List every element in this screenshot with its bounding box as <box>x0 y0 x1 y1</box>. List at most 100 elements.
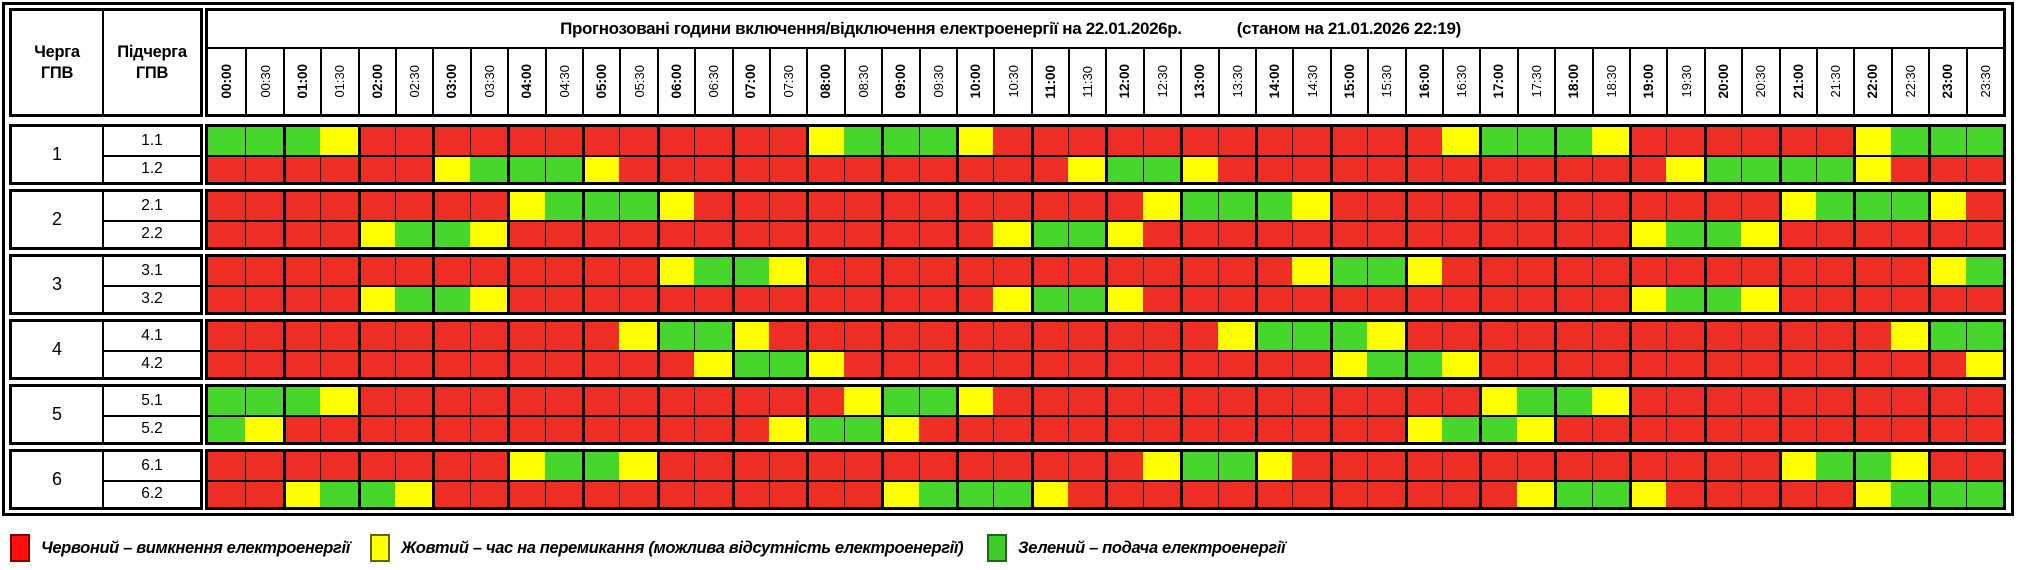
schedule-slot-cell <box>1367 452 1405 480</box>
schedule-slot-cell <box>619 192 657 220</box>
schedule-slot-cell <box>1591 192 1630 220</box>
schedule-slot-cell <box>1890 414 1929 442</box>
subqueue-label: 4.1 <box>141 326 163 344</box>
schedule-slot-cell <box>1703 219 1742 247</box>
schedule-slot-cell <box>806 322 844 350</box>
schedule-slot-cell <box>1741 192 1779 220</box>
schedule-slot-cell <box>1666 452 1704 480</box>
schedule-slot-cell <box>1554 479 1592 507</box>
schedule-slot-cell <box>1068 219 1106 247</box>
schedule-slot-cell <box>1142 322 1181 350</box>
schedule-slot-cell <box>1329 322 1368 350</box>
schedule-slot-cell <box>619 154 657 182</box>
schedule-slot-cell <box>918 322 956 350</box>
schedule-slot-cell <box>245 192 283 220</box>
schedule-slot-cell <box>1928 322 1966 350</box>
schedule-slot-cell <box>806 219 844 247</box>
schedule-slot-cell <box>694 284 732 312</box>
schedule-slot-cell <box>245 127 283 155</box>
time-slot-header-cell: 03:00 <box>432 49 469 114</box>
schedule-slot-cell <box>1404 154 1443 182</box>
schedule-slot-cell <box>1292 219 1330 247</box>
schedule-slot-cell <box>918 479 956 507</box>
schedule-slot-cell <box>1479 452 1517 480</box>
schedule-slot-cell <box>1928 452 1966 480</box>
schedule-slot-cell <box>245 414 283 442</box>
schedule-slot-cell <box>1666 219 1704 247</box>
schedule-slot-cell <box>1329 154 1368 182</box>
schedule-slot-cell <box>1890 322 1929 350</box>
schedule-slot-cell <box>1180 322 1218 350</box>
schedule-slot-cell <box>320 414 358 442</box>
time-slot-header-cell: 15:00 <box>1329 49 1367 114</box>
schedule-slot-cell <box>1142 154 1181 182</box>
schedule-slot-cell <box>619 284 657 312</box>
schedule-slot-cell <box>1479 322 1517 350</box>
schedule-slot-cell <box>544 452 582 480</box>
schedule-slot-cell <box>1479 349 1517 377</box>
schedule-slot-cell <box>1367 257 1405 285</box>
schedule-slot-cell <box>1928 154 1966 182</box>
queue-number: 1 <box>12 127 104 182</box>
time-slots-header: 00:00 00:30 01:00 01:30 02:00 02:30 03:00 03:30… <box>208 49 2003 114</box>
queue-number: 6 <box>12 452 104 507</box>
schedule-slot-cell <box>1404 192 1443 220</box>
schedule-slot-cell <box>993 322 1031 350</box>
schedule-slot-cell <box>245 349 283 377</box>
subqueue-label: 3.2 <box>104 284 200 313</box>
schedule-slot-cell <box>1255 414 1293 442</box>
schedule-slot-cell <box>768 284 807 312</box>
schedule-slot-cell <box>394 479 433 507</box>
schedule-slot-cell <box>1030 154 1069 182</box>
schedule-slot-cell <box>1778 127 1817 155</box>
schedule-slot-cell <box>1180 257 1218 285</box>
schedule-slot-cell <box>656 322 695 350</box>
schedule-slot-cell <box>432 219 470 247</box>
schedule-slot-cell <box>1442 414 1480 442</box>
schedule-slot-cell <box>806 479 844 507</box>
schedule-slot-cell <box>1292 284 1330 312</box>
schedule-slot-cell <box>1105 387 1143 415</box>
schedule-slot-cell <box>918 284 956 312</box>
schedule-slot-cell <box>1142 257 1181 285</box>
schedule-slot-cell <box>1629 387 1667 415</box>
schedule-slot-cell <box>1965 414 2003 442</box>
schedule-slot-cell <box>768 349 807 377</box>
schedule-slot-cell <box>694 479 732 507</box>
schedule-slot-cell <box>1741 284 1779 312</box>
schedule-slot-cell <box>432 322 470 350</box>
schedule-slot-cell <box>806 192 844 220</box>
group-schedule-grid <box>205 189 2006 250</box>
subqueue-label: 2.1 <box>141 196 163 214</box>
schedule-slot-cell <box>282 284 321 312</box>
schedule-slot-cell <box>208 192 246 220</box>
schedule-slot-cell <box>282 387 321 415</box>
schedule-slot-cell <box>1068 284 1106 312</box>
schedule-slot-cell <box>1329 192 1368 220</box>
schedule-slot-cell <box>544 414 582 442</box>
schedule-table: Черга ГПВ Підчерга ГПВ Прогнозовані годи… <box>2 2 2014 516</box>
time-slot-header-cell: 23:30 <box>1965 49 2003 114</box>
schedule-slot-cell <box>469 219 508 247</box>
schedule-slot-cell <box>731 387 769 415</box>
schedule-slot-cell <box>1329 414 1368 442</box>
schedule-slot-cell <box>282 479 321 507</box>
schedule-slot-cell <box>1180 219 1218 247</box>
schedule-slot-cell <box>768 219 807 247</box>
schedule-slot-cell <box>1292 452 1330 480</box>
table-header-left: Черга ГПВ Підчерга ГПВ <box>9 8 203 117</box>
schedule-slot-cell <box>1591 452 1630 480</box>
schedule-slot-cell <box>1890 349 1929 377</box>
schedule-slot-cell <box>394 387 433 415</box>
schedule-slot-cell <box>806 414 844 442</box>
schedule-slot-cell <box>1105 479 1143 507</box>
schedule-slot-cell <box>768 127 807 155</box>
schedule-slot-cell <box>1516 257 1555 285</box>
schedule-slot-cell <box>1816 284 1854 312</box>
group-label-box: 2 2.1 2.2 <box>9 189 203 250</box>
schedule-slot-cell <box>1292 479 1330 507</box>
schedule-slot-cell <box>1329 284 1368 312</box>
schedule-slot-cell <box>1703 387 1742 415</box>
schedule-slot-cell <box>1516 192 1555 220</box>
schedule-slot-cell <box>432 479 470 507</box>
